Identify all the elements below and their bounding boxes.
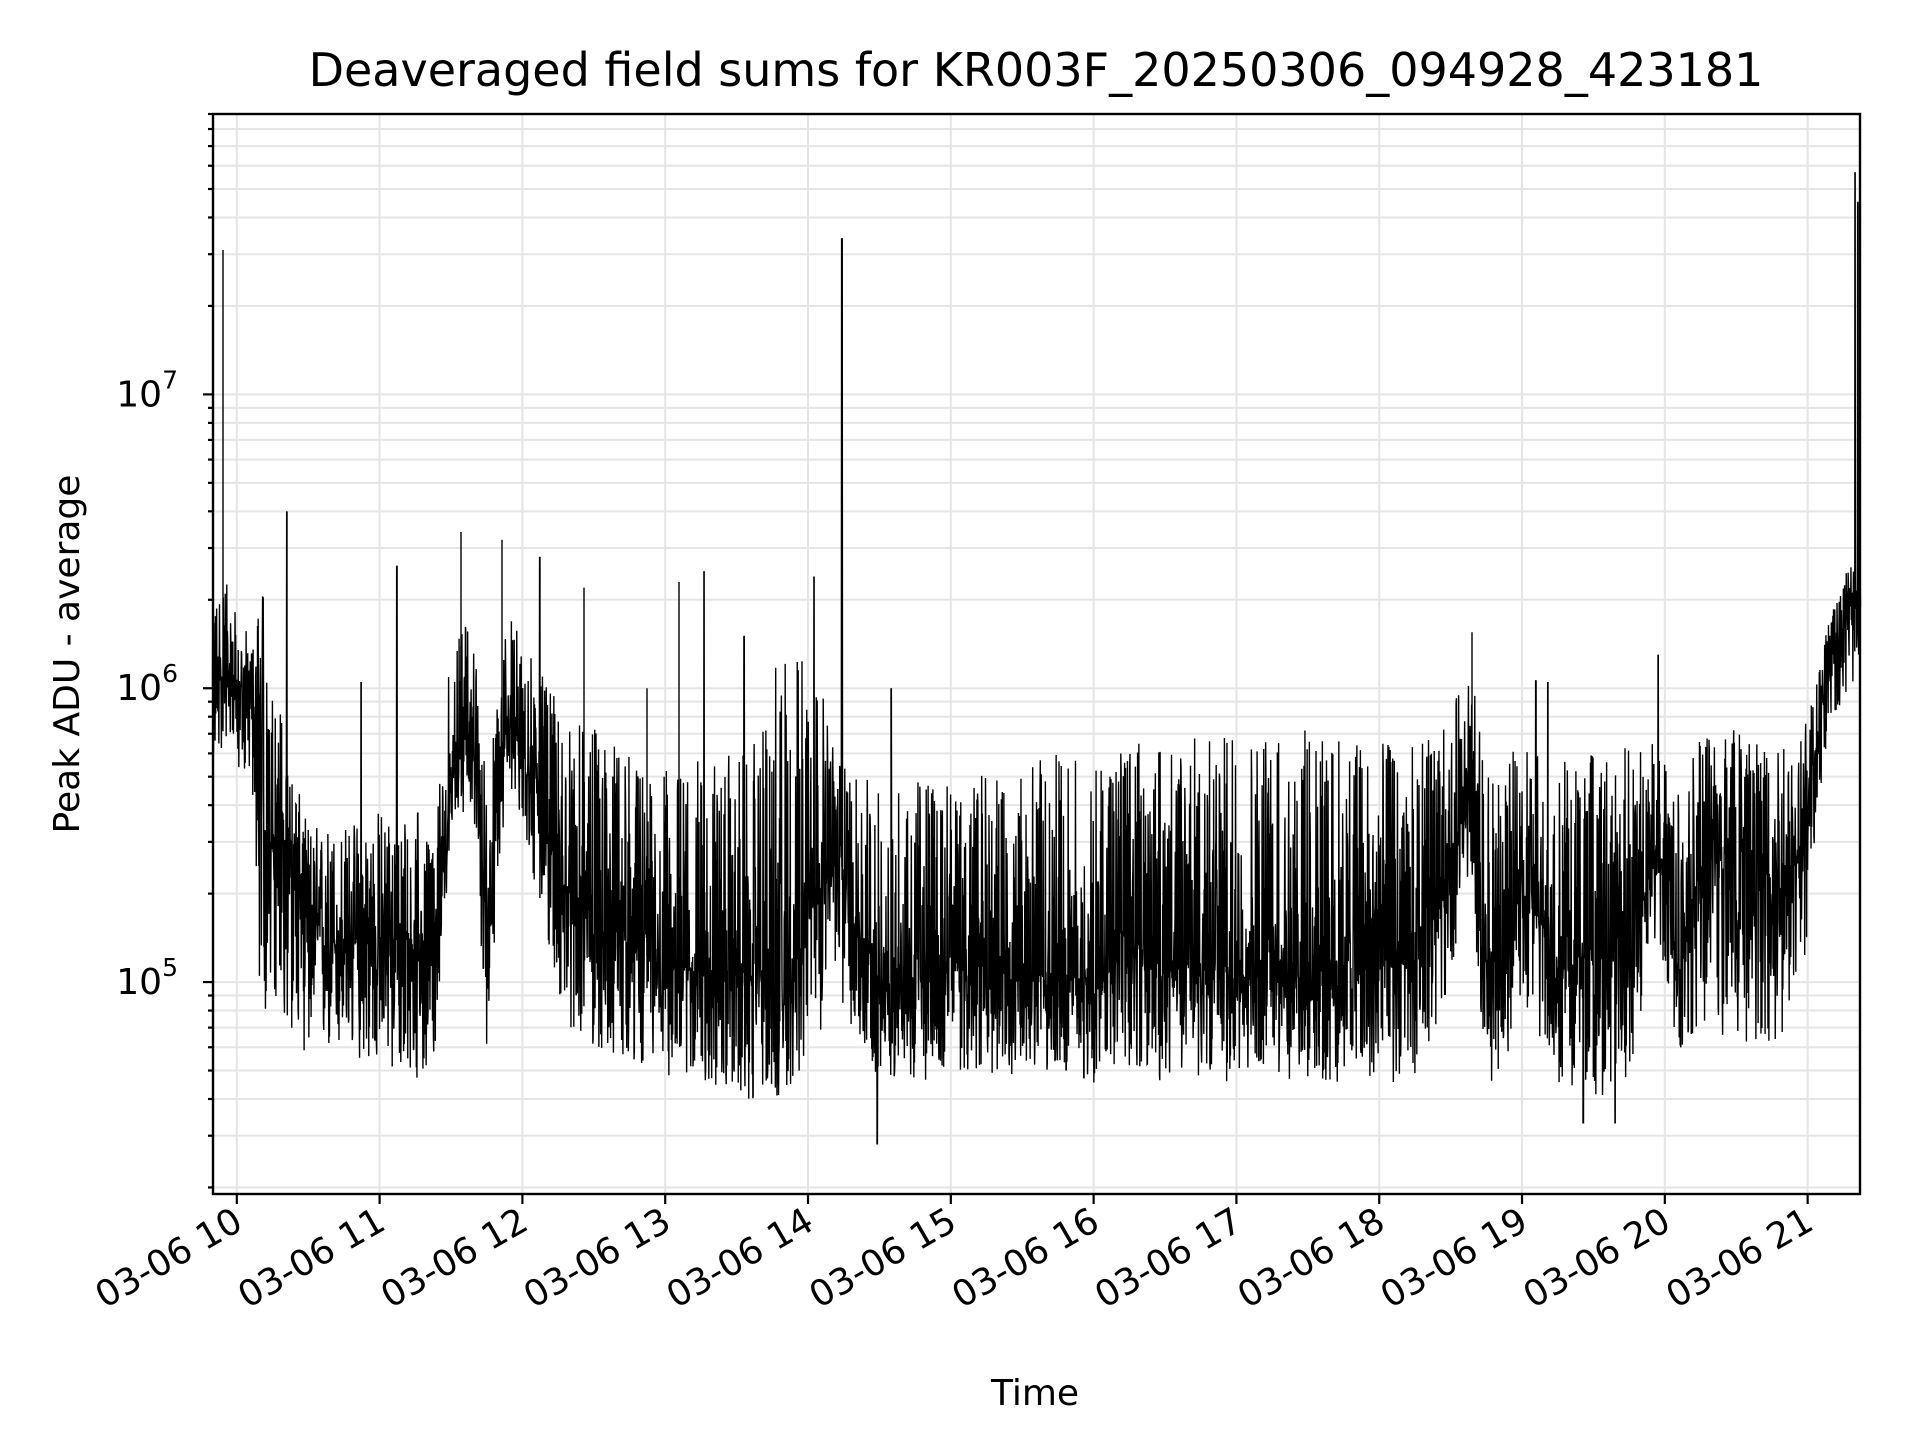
y-tick-base: 10 xyxy=(116,374,162,415)
y-tick-label: 107 xyxy=(116,365,178,415)
y-tick-exponent: 5 xyxy=(162,953,178,982)
y-tick-exponent: 7 xyxy=(162,365,178,394)
data-line xyxy=(211,172,1862,1145)
y-tick-label: 105 xyxy=(116,953,178,1003)
chart-title: Deaveraged field sums for KR003F_2025030… xyxy=(309,43,1764,97)
y-tick-label: 106 xyxy=(116,659,178,709)
plot-frame xyxy=(211,112,1862,1196)
x-axis-label: Time xyxy=(990,1373,1079,1414)
y-tick-exponent: 6 xyxy=(162,659,178,688)
y-axis-label: Peak ADU - average xyxy=(47,475,88,834)
series-line xyxy=(211,172,1862,1145)
y-tick-base: 10 xyxy=(116,668,162,709)
y-tick-base: 10 xyxy=(116,962,162,1003)
